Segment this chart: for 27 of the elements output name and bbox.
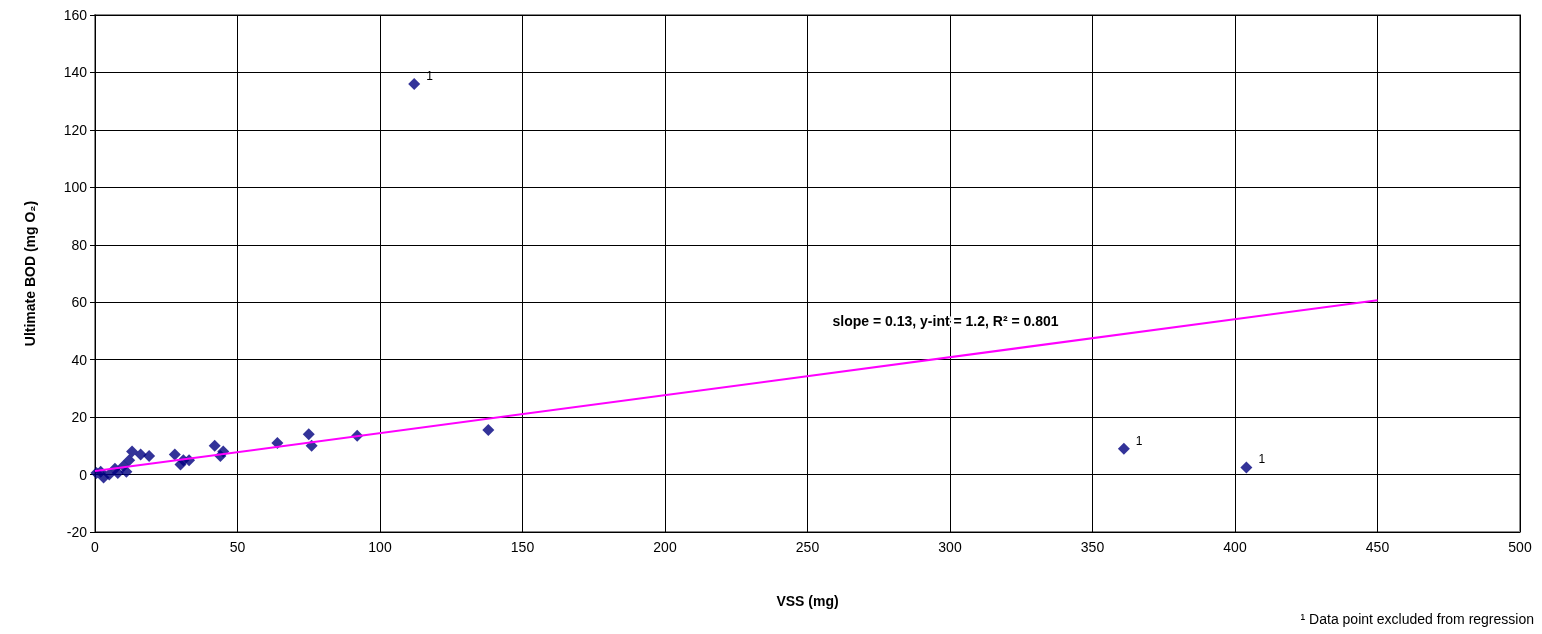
x-tick-label: 250 (795, 539, 820, 555)
y-tick-label: 0 (79, 466, 88, 483)
y-tick-label: 120 (63, 121, 88, 138)
x-tick-label: 400 (1223, 539, 1247, 555)
x-tick-label: 0 (91, 539, 100, 555)
x-tick-label: 100 (368, 539, 392, 555)
y-tick-label: 100 (63, 179, 88, 196)
y-tick-label: 140 (63, 64, 88, 81)
y-tick-label: 20 (71, 409, 88, 426)
y-tick-label: 160 (63, 7, 88, 23)
y-tick-label: 80 (71, 236, 88, 253)
y-tick-label: 60 (71, 294, 88, 311)
y-tick-label: -20 (66, 524, 88, 540)
x-tick-label: 300 (938, 539, 962, 555)
annotation: 1 (1258, 452, 1266, 467)
x-tick-label: 200 (653, 539, 677, 555)
y-axis-title: Ultimate BOD (mg O₂) (22, 200, 38, 347)
x-axis-title: VSS (mg) (776, 593, 839, 609)
x-tick-label: 500 (1508, 539, 1532, 555)
x-tick-label: 350 (1080, 539, 1105, 555)
x-tick-label: 150 (510, 539, 535, 555)
annotation: slope = 0.13, y-int = 1.2, R² = 0.801 (832, 312, 1059, 329)
x-tick-label: 450 (1365, 539, 1390, 555)
text: ¹ Data point excluded from regression (1300, 611, 1535, 627)
annotation: 1 (1135, 433, 1143, 448)
x-tick-label: 50 (229, 539, 246, 555)
y-tick-label: 40 (71, 351, 88, 368)
